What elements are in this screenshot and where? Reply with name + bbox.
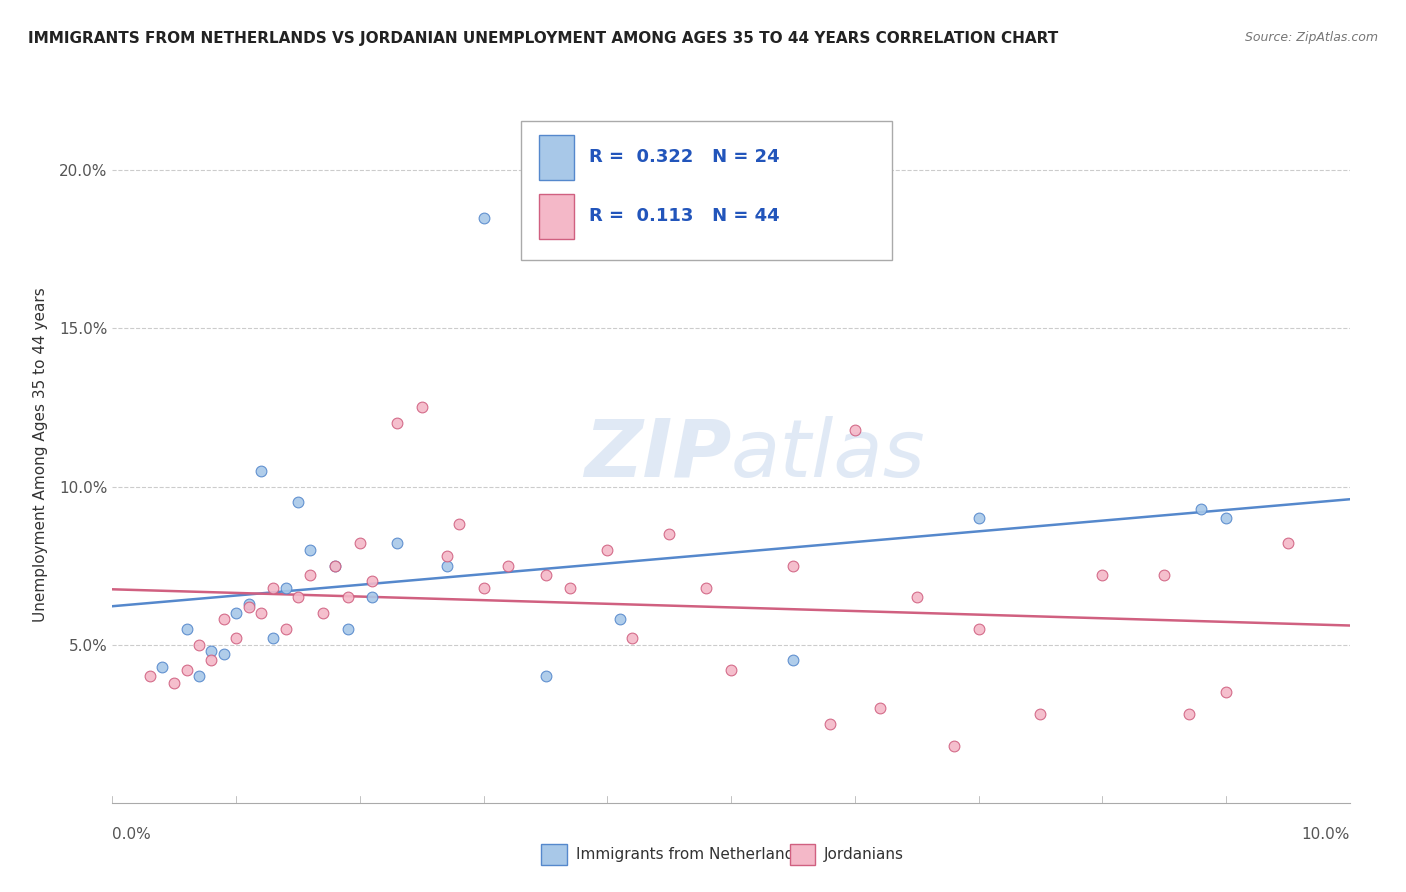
Point <box>138 669 160 683</box>
Point <box>150 660 173 674</box>
Point <box>212 647 235 661</box>
Point <box>621 632 644 646</box>
Point <box>361 574 384 589</box>
Point <box>163 675 186 690</box>
Point <box>609 612 631 626</box>
Bar <box>540 135 574 180</box>
Point <box>323 558 346 573</box>
Text: Jordanians: Jordanians <box>824 847 904 862</box>
Point <box>782 653 804 667</box>
Point <box>596 542 619 557</box>
Point <box>869 701 891 715</box>
Point <box>176 663 198 677</box>
Point <box>225 632 247 646</box>
Point <box>176 622 198 636</box>
Point <box>262 632 284 646</box>
Point <box>188 669 211 683</box>
Point <box>436 549 458 563</box>
Point <box>250 464 273 478</box>
Point <box>905 591 928 605</box>
Point <box>238 599 260 614</box>
Bar <box>540 194 574 239</box>
Text: ZIP: ZIP <box>583 416 731 494</box>
Point <box>1029 707 1052 722</box>
Point <box>411 401 433 415</box>
Point <box>200 653 222 667</box>
Point <box>1153 568 1175 582</box>
Point <box>658 527 681 541</box>
Point <box>472 581 495 595</box>
Point <box>312 606 335 620</box>
Point <box>262 581 284 595</box>
Point <box>299 542 322 557</box>
Point <box>385 536 408 550</box>
Point <box>1178 707 1201 722</box>
Point <box>720 663 742 677</box>
Point <box>472 211 495 225</box>
Y-axis label: Unemployment Among Ages 35 to 44 years: Unemployment Among Ages 35 to 44 years <box>34 287 48 623</box>
Point <box>498 558 520 573</box>
Point <box>818 716 841 731</box>
Point <box>361 591 384 605</box>
Point <box>436 558 458 573</box>
Point <box>447 517 470 532</box>
Point <box>336 622 359 636</box>
Point <box>1215 685 1237 699</box>
Point <box>238 597 260 611</box>
Point <box>323 558 346 573</box>
Point <box>844 423 866 437</box>
Point <box>336 591 359 605</box>
Point <box>274 581 297 595</box>
Point <box>695 581 717 595</box>
Text: R =  0.322   N = 24: R = 0.322 N = 24 <box>589 148 779 166</box>
Point <box>560 581 582 595</box>
Point <box>188 638 211 652</box>
Point <box>1091 568 1114 582</box>
Point <box>782 558 804 573</box>
Point <box>942 739 965 753</box>
Point <box>274 622 297 636</box>
Text: atlas: atlas <box>731 416 927 494</box>
Point <box>250 606 273 620</box>
Point <box>967 622 990 636</box>
Point <box>1215 511 1237 525</box>
Point <box>1189 501 1212 516</box>
Text: 10.0%: 10.0% <box>1302 827 1350 841</box>
Point <box>385 417 408 431</box>
Point <box>1277 536 1299 550</box>
Text: R =  0.113   N = 44: R = 0.113 N = 44 <box>589 207 779 226</box>
Point <box>287 591 309 605</box>
Point <box>534 568 557 582</box>
Point <box>212 612 235 626</box>
Point <box>534 669 557 683</box>
Text: 0.0%: 0.0% <box>112 827 152 841</box>
Point <box>225 606 247 620</box>
Text: IMMIGRANTS FROM NETHERLANDS VS JORDANIAN UNEMPLOYMENT AMONG AGES 35 TO 44 YEARS : IMMIGRANTS FROM NETHERLANDS VS JORDANIAN… <box>28 31 1059 46</box>
Point <box>200 644 222 658</box>
Text: Source: ZipAtlas.com: Source: ZipAtlas.com <box>1244 31 1378 45</box>
Text: Immigrants from Netherlands: Immigrants from Netherlands <box>576 847 803 862</box>
Point <box>967 511 990 525</box>
Point <box>299 568 322 582</box>
Point <box>349 536 371 550</box>
Point <box>287 495 309 509</box>
